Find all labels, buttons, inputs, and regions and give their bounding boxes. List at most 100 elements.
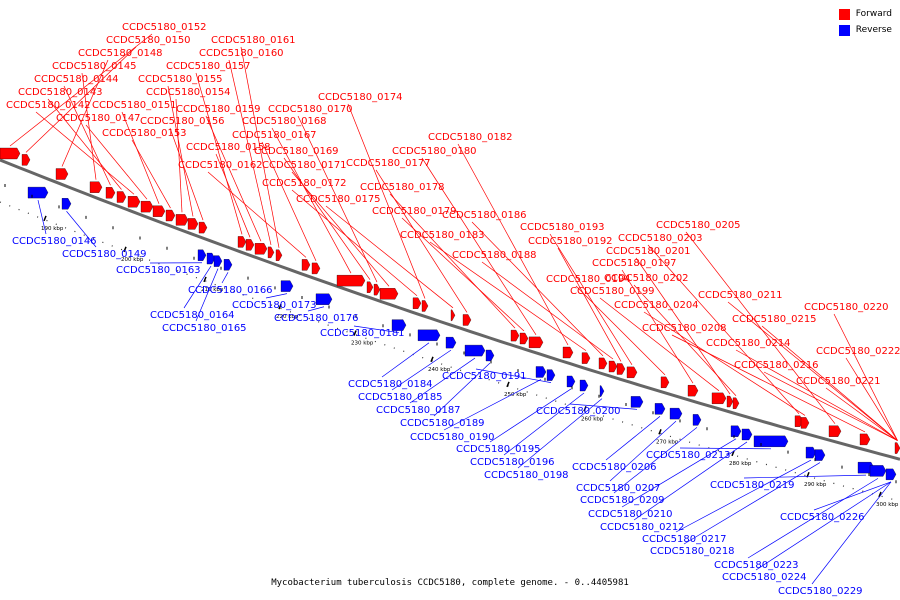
reverse-leader — [569, 403, 638, 410]
forward-gene-label: CCDC5180_0156 — [140, 116, 225, 127]
reverse-gene-label: CCDC5180_0195 — [456, 444, 541, 455]
forward-leader — [205, 115, 262, 242]
forward-gene-46 — [894, 442, 900, 454]
forward-gene-label: CCDC5180_0182 — [428, 132, 513, 143]
legend-reverse-label: Reverse — [855, 25, 892, 35]
reverse-gene-label: CCDC5180_0146 — [12, 236, 97, 247]
forward-leader — [25, 46, 137, 153]
scale-label: 260 kbp — [581, 416, 604, 422]
forward-gene-label: CCDC5180_0193 — [520, 222, 605, 233]
forward-leader — [297, 115, 378, 283]
scale-track — [0, 201, 900, 502]
forward-gene-label: CCDC5180_0154 — [146, 87, 231, 98]
forward-leader — [85, 124, 148, 200]
forward-leader — [557, 247, 622, 362]
forward-gene-label: CCDC5180_0172 — [262, 178, 347, 189]
forward-gene-45 — [859, 433, 871, 446]
reverse-gene-label: CCDC5180_0173 — [232, 300, 317, 311]
reverse-swatch — [838, 24, 850, 36]
reverse-gene-label: CCDC5180_0226 — [780, 512, 865, 523]
forward-gene-44 — [828, 425, 842, 437]
reverse-gene-label: CCDC5180_0165 — [162, 323, 247, 334]
scale-tick — [43, 215, 47, 222]
forward-leader — [643, 311, 806, 416]
forward-gene-label: CCDC5180_0202 — [604, 273, 689, 284]
reverse-gene-label: CCDC5180_0218 — [650, 546, 735, 557]
reverse-gene-label: CCDC5180_0223 — [714, 560, 799, 571]
forward-leader — [845, 357, 898, 441]
reverse-leader — [221, 272, 229, 284]
forward-gene-40 — [726, 395, 734, 408]
forward-gene-28 — [510, 329, 520, 342]
forward-gene-25 — [421, 300, 429, 312]
forward-gene-label: CCDC5180_0144 — [34, 74, 119, 85]
forward-gene-label: CCDC5180_0148 — [78, 48, 163, 59]
forward-gene-label: CCDC5180_0174 — [318, 92, 403, 103]
forward-gene-26 — [450, 309, 456, 321]
forward-leader — [47, 98, 122, 190]
reverse-gene-17 — [599, 385, 605, 397]
reverse-leader — [633, 441, 748, 521]
forward-gene-label: CCDC5180_0180 — [392, 146, 477, 157]
forward-leader — [215, 153, 251, 238]
scale-label: 220 kbp — [276, 314, 299, 320]
scale-label: 240 kbp — [428, 367, 451, 373]
reverse-gene-15 — [566, 375, 576, 388]
reverse-gene-label: CCDC5180_0163 — [116, 265, 201, 276]
scale-tick — [506, 381, 510, 388]
forward-leader — [9, 33, 153, 147]
forward-gene-30 — [528, 336, 544, 349]
forward-gene-31 — [562, 346, 574, 359]
forward-gene-33 — [598, 357, 608, 370]
forward-swatch — [838, 8, 850, 20]
reverse-leader — [613, 427, 698, 494]
forward-gene-label: CCDC5180_0211 — [698, 290, 783, 301]
forward-leader — [735, 349, 898, 441]
reverse-leader — [37, 200, 47, 235]
reverse-leader — [605, 416, 661, 461]
forward-gene-label: CCDC5180_0170 — [268, 104, 353, 115]
reverse-gene-label: CCDC5180_0210 — [588, 509, 673, 520]
scale-tick — [583, 406, 587, 412]
forward-gene-label: CCDC5180_0171 — [262, 160, 347, 171]
reverse-gene-label: CCDC5180_0187 — [376, 405, 461, 416]
forward-leader — [131, 139, 171, 209]
forward-gene-label: CCDC5180_0221 — [796, 376, 881, 387]
forward-gene-label: CCDC5180_0160 — [199, 48, 284, 59]
reverse-gene-label: CCDC5180_0224 — [722, 572, 807, 583]
forward-gene-24 — [412, 297, 422, 309]
reverse-gene-label: CCDC5180_0184 — [348, 379, 433, 390]
reverse-gene-20 — [669, 407, 683, 420]
scale-label: 290 kbp — [804, 482, 827, 488]
forward-leader — [375, 169, 468, 313]
forward-gene-label: CCDC5180_0147 — [56, 113, 141, 124]
reverse-gene-19 — [654, 403, 666, 415]
forward-leader — [421, 157, 537, 336]
reverse-leader — [811, 481, 892, 585]
forward-leader — [261, 141, 317, 262]
scale-label: 200 kbp — [121, 257, 144, 263]
forward-gene-label: CCDC5180_0199 — [570, 286, 655, 297]
reverse-leader — [755, 481, 892, 571]
reverse-gene-label: CCDC5180_0189 — [400, 418, 485, 429]
reverse-gene-label: CCDC5180_0207 — [576, 483, 661, 494]
reverse-gene-label: CCDC5180_0209 — [580, 495, 665, 506]
legend: Forward Reverse — [838, 6, 892, 38]
forward-leader — [633, 284, 737, 397]
scale-label: 210 kbp — [201, 287, 224, 293]
scale-tick — [203, 276, 207, 283]
forward-leader — [471, 221, 604, 357]
reverse-gene-label: CCDC5180_0212 — [600, 522, 685, 533]
reverse-leader — [307, 306, 325, 312]
forward-gene-label: CCDC5180_0216 — [734, 360, 819, 371]
reverse-gene-1 — [61, 198, 72, 210]
reverse-leader — [66, 211, 97, 248]
legend-forward: Forward — [838, 6, 892, 22]
forward-gene-label: CCDC5180_0152 — [122, 22, 207, 33]
reverse-gene-label: CCDC5180_0191 — [442, 371, 527, 382]
forward-gene-label: CCDC5180_0204 — [614, 300, 699, 311]
forward-gene-9 — [165, 209, 176, 222]
reverse-leader — [433, 362, 491, 417]
reverse-gene-label: CCDC5180_0164 — [150, 310, 235, 321]
forward-gene-label: CCDC5180_0161 — [211, 35, 296, 46]
